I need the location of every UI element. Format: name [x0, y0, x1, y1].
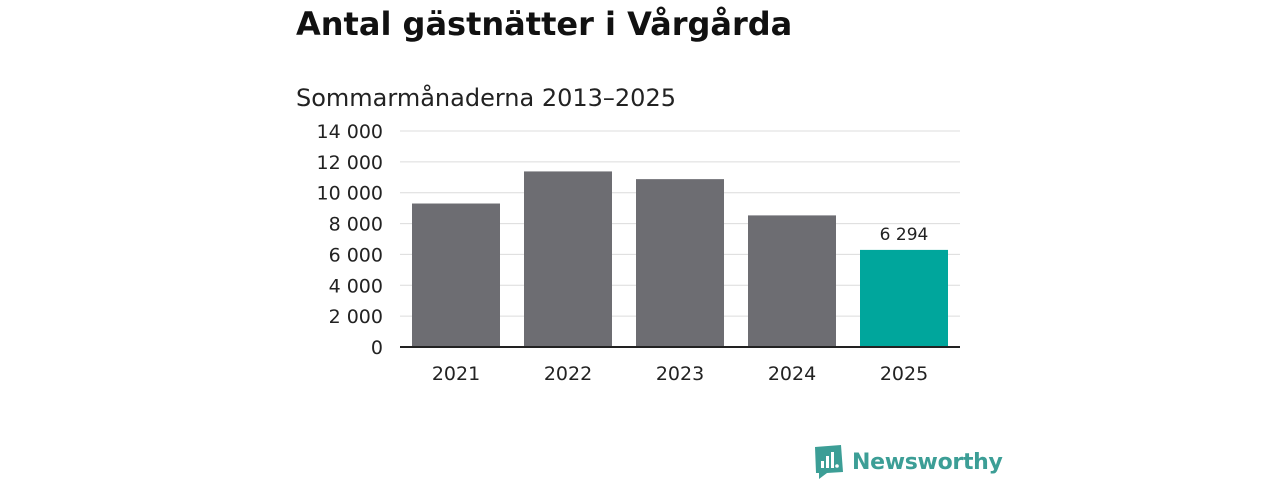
- y-tick-label: 14 000: [317, 121, 383, 143]
- bar-2024: [748, 215, 836, 347]
- y-tick-label: 8 000: [329, 214, 383, 236]
- x-tick-label: 2022: [544, 363, 592, 385]
- x-tick-label: 2023: [656, 363, 704, 385]
- y-tick-label: 12 000: [317, 152, 383, 174]
- data-labels: 6 294: [880, 225, 929, 245]
- x-tick-label: 2021: [432, 363, 480, 385]
- bar-2025: [860, 249, 948, 347]
- y-tick-label: 6 000: [329, 244, 383, 266]
- y-tick-label: 10 000: [317, 183, 383, 205]
- y-tick-label: 4 000: [329, 275, 383, 297]
- y-tick-label: 2 000: [329, 306, 383, 328]
- chart-subtitle: Sommarmånaderna 2013–2025: [296, 84, 676, 112]
- newsworthy-logo: Newsworthy: [815, 444, 1003, 480]
- x-axis-tick-labels: 2021 2022 2023 2024 2025: [432, 363, 928, 385]
- x-tick-label: 2025: [880, 363, 928, 385]
- newsworthy-logo-text: Newsworthy: [852, 449, 1003, 475]
- x-tick-label: 2024: [768, 363, 816, 385]
- bar-2023: [636, 179, 724, 347]
- chart-title: Antal gästnätter i Vårgårda: [296, 5, 793, 43]
- bars: [412, 171, 948, 347]
- newsworthy-logo-icon: [815, 445, 843, 479]
- bar-2022: [524, 171, 612, 347]
- bar-2021: [412, 203, 500, 347]
- y-axis-tick-labels: 0 2 000 4 000 6 000 8 000 10 000 12 000 14 000: [317, 121, 383, 359]
- data-label: 6 294: [880, 225, 929, 245]
- y-tick-label: 0: [371, 337, 383, 359]
